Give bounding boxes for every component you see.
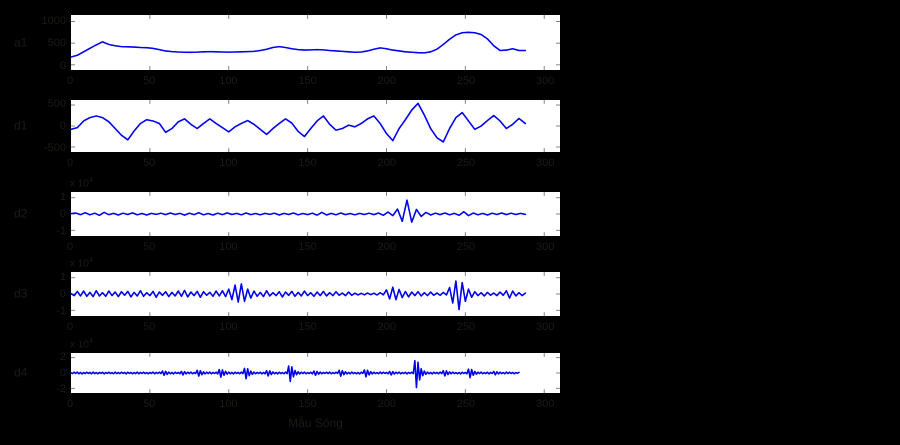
- ytick-label: 0: [59, 120, 66, 132]
- axis-exponent-d2: x 104: [70, 175, 93, 189]
- axis-exponent-d3: x 104: [70, 255, 93, 269]
- axis-exponent-d4: x 104: [70, 336, 93, 350]
- signal-trace-d4: [71, 359, 520, 389]
- ytick-label: -1: [56, 305, 66, 318]
- exponent-power: 4: [88, 257, 93, 264]
- xtick-label: 150: [298, 321, 317, 333]
- xtick-label: 250: [456, 321, 476, 333]
- ytick-label: 500: [47, 37, 66, 50]
- ytick-label: 1: [59, 190, 66, 203]
- ytick-label: -500: [43, 141, 66, 154]
- xlabel: Mẫu Sóng: [288, 416, 343, 430]
- xtick-label: 50: [143, 241, 156, 253]
- xtick-label: 200: [377, 241, 396, 253]
- xtick-label: 100: [219, 157, 238, 169]
- xtick-label: 250: [456, 241, 476, 253]
- xtick-label: 250: [456, 398, 476, 410]
- xtick-label: 200: [377, 321, 396, 333]
- ylabel-d4: d4: [14, 365, 28, 380]
- xtick-label: 50: [143, 75, 156, 87]
- xtick-label: 50: [143, 321, 156, 333]
- xtick-label: 300: [535, 157, 555, 169]
- xtick-label: 0: [66, 321, 74, 333]
- xtick-label: 300: [535, 321, 555, 333]
- ytick-label: 500: [47, 98, 66, 111]
- plot-area-d1: [70, 99, 561, 153]
- xtick-label: 150: [298, 157, 317, 169]
- ytick-label: 2: [59, 350, 66, 363]
- exponent-base: x 10: [70, 339, 89, 351]
- plot-area-d4: [70, 352, 561, 394]
- xtick-label: 300: [535, 398, 555, 410]
- signal-trace-a1: [71, 31, 527, 58]
- xtick-label: 200: [377, 75, 396, 87]
- ytick-label: 1000: [41, 14, 66, 27]
- ytick-label: 0: [59, 208, 66, 220]
- xtick-label: 150: [298, 75, 317, 87]
- ylabel-a1: a1: [14, 35, 28, 49]
- xtick-label: 0: [66, 398, 74, 410]
- ylabel-d1: d1: [14, 118, 28, 133]
- xtick-label: 200: [377, 398, 396, 410]
- xtick-label: 300: [535, 241, 555, 253]
- xtick-label: 250: [456, 75, 476, 87]
- xtick-label: 100: [219, 241, 238, 253]
- exponent-base: x 10: [70, 178, 89, 190]
- ytick-label: -1: [56, 225, 66, 238]
- signal-trace-d1: [71, 102, 527, 143]
- ylabel-d3: d3: [14, 286, 28, 301]
- xtick-label: 150: [298, 398, 317, 410]
- xtick-label: 0: [66, 157, 74, 169]
- xtick-label: 100: [219, 75, 238, 87]
- xtick-label: 200: [377, 157, 396, 169]
- xtick-label: 0: [66, 75, 74, 87]
- xtick-label: 50: [143, 157, 156, 169]
- ytick-label: 0: [59, 367, 66, 379]
- ytick-label: 0: [59, 59, 66, 72]
- plot-area-d3: [70, 271, 561, 317]
- plot-area-a1: [70, 14, 561, 71]
- ytick-label: -2: [56, 383, 66, 396]
- exponent-power: 4: [88, 338, 93, 345]
- xtick-label: 100: [219, 398, 238, 410]
- signal-trace-d3: [71, 280, 527, 311]
- exponent-power: 4: [88, 177, 93, 184]
- xtick-label: 150: [298, 241, 317, 253]
- ylabel-d2: d2: [14, 206, 28, 221]
- ytick-label: 1: [59, 270, 66, 283]
- signal-trace-d2: [71, 199, 527, 223]
- xtick-label: 50: [143, 398, 156, 410]
- xtick-label: 300: [535, 75, 555, 87]
- xtick-label: 250: [456, 157, 476, 169]
- ytick-label: 0: [59, 288, 66, 300]
- exponent-base: x 10: [70, 258, 89, 270]
- xtick-label: 100: [219, 321, 238, 333]
- xtick-label: 0: [66, 241, 74, 253]
- plot-area-d2: [70, 191, 561, 237]
